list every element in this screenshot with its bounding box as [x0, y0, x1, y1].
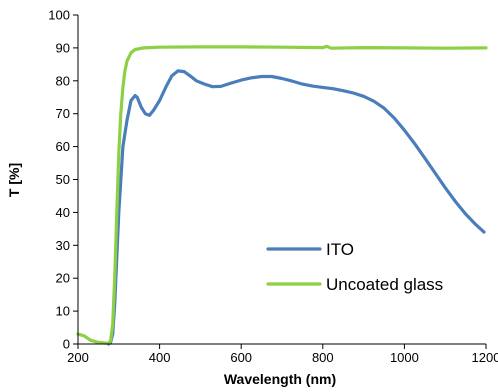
- y-tick-label: 50: [56, 172, 70, 187]
- y-tick-label: 10: [56, 304, 70, 319]
- y-tick-label: 60: [56, 139, 70, 154]
- x-tick-label: 1200: [472, 350, 498, 365]
- series-line-uncoated-glass: [76, 44, 488, 345]
- x-axis-title: Wavelength (nm): [224, 371, 336, 387]
- series-layer: [76, 44, 488, 346]
- y-tick-label: 0: [63, 337, 70, 352]
- y-axis-title: T [%]: [6, 163, 22, 197]
- y-tick-label: 80: [56, 73, 70, 88]
- y-tick-label: 40: [56, 205, 70, 220]
- legend-label-ito: ITO: [326, 240, 354, 259]
- legend-label-uncoated-glass: Uncoated glass: [326, 275, 443, 294]
- series-line-ito: [107, 69, 486, 346]
- y-tick-label: 30: [56, 238, 70, 253]
- x-tick-label: 200: [67, 350, 89, 365]
- axes-layer: 0 10 20 30 40 50 60 70 80 90 100 200 400 600 800 1000 12…: [48, 8, 498, 366]
- x-tick-label: 600: [230, 350, 252, 365]
- y-tick-label: 70: [56, 106, 70, 121]
- x-tick-label: 800: [312, 350, 334, 365]
- y-tick-label: 100: [48, 8, 70, 23]
- y-tick-label: 20: [56, 271, 70, 286]
- x-tick-label: 1000: [390, 350, 419, 365]
- y-tick-label: 90: [56, 40, 70, 55]
- x-tick-label: 400: [149, 350, 171, 365]
- legend: ITO Uncoated glass: [266, 240, 443, 294]
